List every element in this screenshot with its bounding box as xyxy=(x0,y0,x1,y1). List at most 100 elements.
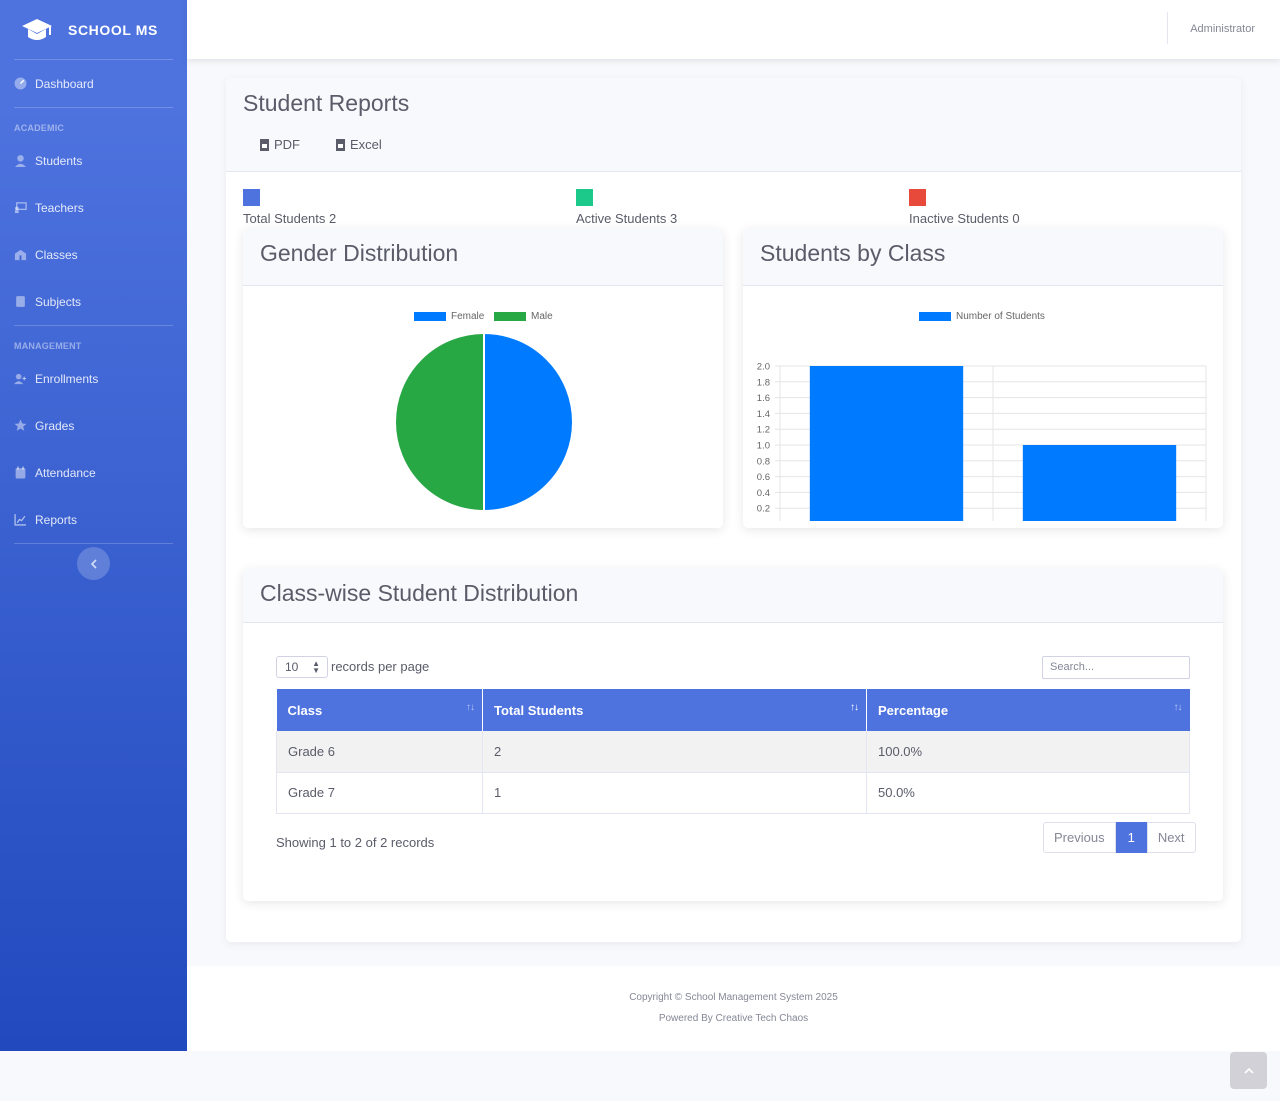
sidebar-divider xyxy=(14,543,173,544)
students-by-class-card: Students by Class Number of Students 0 0.… xyxy=(743,229,1223,528)
stat-label: Inactive Students 0 xyxy=(909,211,1020,226)
excel-export-button[interactable]: Excel xyxy=(336,137,382,152)
y-tick-label: 1.4 xyxy=(757,409,770,420)
sidebar-divider xyxy=(14,59,173,60)
class-table-wrapper: Class ↑↓ Total Students ↑↓ Percentage ↑↓ xyxy=(276,689,1190,814)
pdf-export-label: PDF xyxy=(274,137,300,152)
sort-icon: ↑↓ xyxy=(850,702,859,713)
search-input[interactable]: Search... xyxy=(1042,656,1190,679)
table-cell: 50.0% xyxy=(866,772,1190,814)
page-title: Student Reports xyxy=(243,90,410,116)
file-excel-icon xyxy=(336,138,345,151)
sort-icon: ↑↓ xyxy=(1173,702,1183,713)
pagination: Previous 1 Next xyxy=(1043,822,1196,853)
sidebar-item-teachers[interactable]: Teachers xyxy=(0,184,187,231)
user-menu[interactable]: Administrator xyxy=(1190,23,1255,35)
legend-label: Female xyxy=(451,311,485,322)
y-tick-label: 0.4 xyxy=(757,488,770,499)
stat-total-students: Total Students 2 xyxy=(243,189,336,226)
chart-icon xyxy=(14,514,26,526)
column-header-percentage[interactable]: Percentage ↑↓ xyxy=(866,689,1190,731)
page-length-select[interactable]: 10 ▲ ▼ xyxy=(276,656,328,678)
page-length-label: records per page xyxy=(331,659,430,674)
chalkboard-teacher-icon xyxy=(14,202,27,214)
user-graduate-icon xyxy=(15,155,26,167)
sidebar-item-attendance[interactable]: Attendance xyxy=(0,449,187,496)
pdf-export-button[interactable]: PDF xyxy=(260,137,300,152)
sidebar-item-subjects[interactable]: Subjects xyxy=(0,278,187,325)
table-row[interactable]: Grade 6 2 100.0% xyxy=(276,731,1190,773)
class-bar-chart: 00.20.40.60.81.01.21.41.61.82.0Grade 6Gr… xyxy=(757,362,1207,522)
page-length-value: 10 xyxy=(285,660,299,674)
pie-slice-male[interactable] xyxy=(394,331,485,513)
column-header-class[interactable]: Class ↑↓ xyxy=(276,689,483,731)
sort-arrows-icon: ▲ ▼ xyxy=(312,659,320,675)
sidebar-toggle-button[interactable] xyxy=(77,547,110,580)
footer-powered-by: Powered By Creative Tech Chaos xyxy=(658,1013,809,1024)
star-icon xyxy=(14,419,27,431)
sidebar-item-label: Dashboard xyxy=(35,76,94,91)
brand[interactable]: SCHOOL MS xyxy=(0,0,187,59)
user-times-icon xyxy=(909,189,926,206)
y-tick-label: 0.6 xyxy=(757,472,770,483)
card-header: Students by Class xyxy=(743,229,1223,286)
sidebar-divider xyxy=(14,325,173,326)
gender-distribution-card: Gender Distribution Female Male xyxy=(243,229,723,528)
stat-inactive-students: Inactive Students 0 xyxy=(909,189,1020,226)
bar-grade-7[interactable] xyxy=(1022,445,1177,521)
sidebar-heading-academic: ACADEMIC xyxy=(14,123,65,133)
file-pdf-icon xyxy=(260,138,269,151)
scroll-to-top-button[interactable] xyxy=(1230,1052,1267,1089)
y-tick-label: 0.8 xyxy=(757,456,770,467)
sidebar-item-enrollments[interactable]: Enrollments xyxy=(0,355,187,402)
pie-slice-female[interactable] xyxy=(483,331,574,513)
sort-icon: ↑↓ xyxy=(466,702,475,713)
y-tick-label: 1.6 xyxy=(757,393,770,404)
sidebar-item-label: Teachers xyxy=(35,200,84,215)
column-header-label: Percentage xyxy=(878,702,949,718)
footer: Copyright © School Management System 202… xyxy=(187,966,1280,1051)
y-tick-label: 1.8 xyxy=(757,377,770,388)
table-header-row: Class ↑↓ Total Students ↑↓ Percentage ↑↓ xyxy=(276,689,1190,731)
page-1-button[interactable]: 1 xyxy=(1115,822,1147,853)
users-icon xyxy=(243,189,260,206)
class-table: Class ↑↓ Total Students ↑↓ Percentage ↑↓ xyxy=(276,689,1190,814)
next-page-button[interactable]: Next xyxy=(1146,822,1196,853)
y-tick-label: 0 xyxy=(765,520,770,522)
column-header-label: Class xyxy=(287,702,323,718)
topbar-divider xyxy=(1167,12,1168,44)
table-row[interactable]: Grade 7 1 50.0% xyxy=(276,772,1190,814)
previous-page-button[interactable]: Previous xyxy=(1043,822,1116,853)
sidebar-item-grades[interactable]: Grades xyxy=(0,402,187,449)
sidebar: SCHOOL MS Dashboard ACADEMIC Students Te… xyxy=(0,0,187,1051)
bar-grade-6[interactable] xyxy=(809,366,964,521)
sidebar-item-classes[interactable]: Classes xyxy=(0,231,187,278)
sidebar-item-dashboard[interactable]: Dashboard xyxy=(0,60,187,107)
y-tick-label: 1.2 xyxy=(757,425,770,436)
y-tick-label: 0.2 xyxy=(757,504,770,515)
legend-swatch xyxy=(414,312,446,321)
user-check-icon xyxy=(576,189,593,206)
book-icon xyxy=(16,296,25,307)
legend-label: Number of Students xyxy=(956,311,1045,322)
gender-pie-chart xyxy=(394,331,574,513)
stat-label: Total Students 2 xyxy=(243,211,337,226)
bar-legend[interactable]: Number of Students xyxy=(919,311,1045,322)
sidebar-item-students[interactable]: Students xyxy=(0,137,187,184)
table-cell: Grade 7 xyxy=(276,772,483,814)
stat-active-students: Active Students 3 xyxy=(576,189,677,226)
y-tick-label: 1.0 xyxy=(757,441,770,452)
pie-legend-male[interactable]: Male xyxy=(494,311,553,322)
card-title: Class-wise Student Distribution xyxy=(260,580,579,606)
sidebar-item-label: Reports xyxy=(35,512,78,527)
card-title: Students by Class xyxy=(760,240,946,266)
column-header-total-students[interactable]: Total Students ↑↓ xyxy=(482,689,867,731)
sidebar-item-label: Grades xyxy=(35,418,75,433)
legend-swatch xyxy=(494,312,526,321)
chevron-left-icon xyxy=(90,558,97,569)
dashboard-icon xyxy=(14,77,27,90)
pie-legend-female[interactable]: Female xyxy=(414,311,484,322)
sidebar-item-reports[interactable]: Reports xyxy=(0,496,187,543)
table-cell: 1 xyxy=(482,772,867,814)
sidebar-divider xyxy=(14,107,173,108)
